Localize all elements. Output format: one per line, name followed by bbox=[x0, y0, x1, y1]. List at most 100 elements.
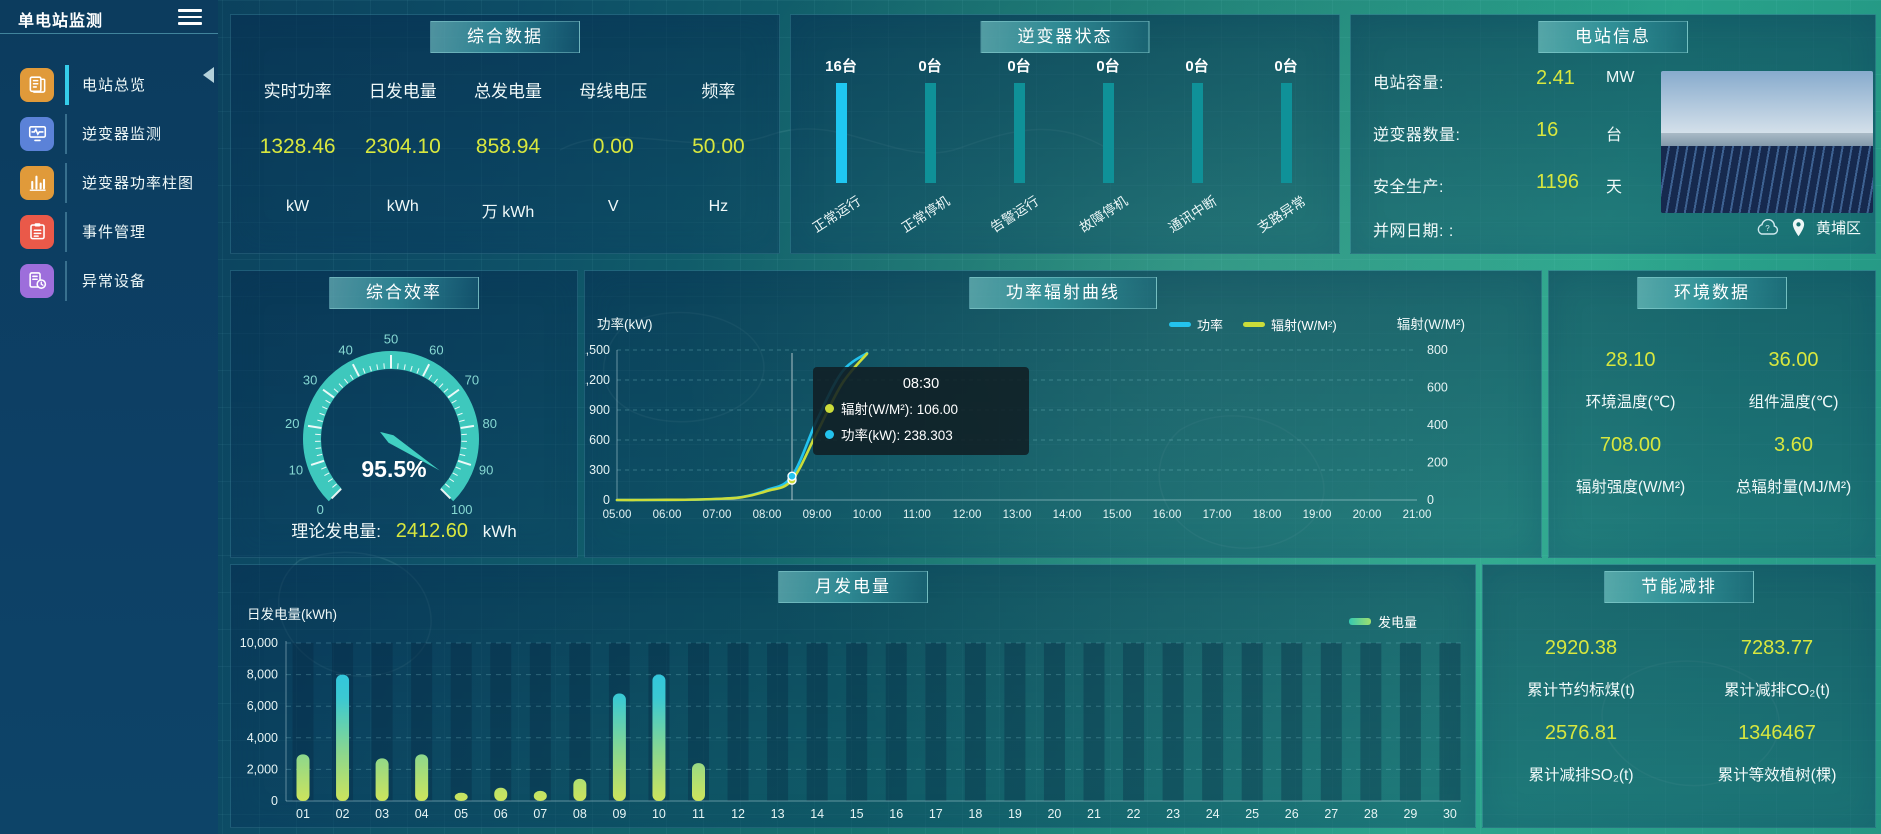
sidebar-item-2[interactable]: 逆变器监测 bbox=[0, 109, 218, 158]
saving-value: 2920.38 bbox=[1544, 637, 1618, 659]
svg-text:08:00: 08:00 bbox=[753, 509, 782, 521]
active-indicator bbox=[65, 64, 69, 105]
svg-text:09: 09 bbox=[612, 807, 626, 821]
tooltip-series-dot-icon bbox=[825, 429, 834, 439]
inverter-bar bbox=[1013, 83, 1025, 183]
theory-unit: kWh bbox=[482, 522, 517, 541]
active-indicator bbox=[65, 162, 67, 203]
panel-title-inverter-status: 逆变器状态 bbox=[980, 21, 1150, 53]
tooltip-time: 08:30 bbox=[902, 376, 940, 392]
sidebar-nav: 电站总览 逆变器监测 逆变器功率柱图事件管理异常设备 bbox=[0, 60, 218, 305]
inverter-status-label: 正常运行 bbox=[809, 193, 864, 236]
inverter-bar bbox=[1102, 83, 1114, 183]
env-item-2: 36.00 组件温度(℃) bbox=[1712, 349, 1875, 412]
metric-5: 频率 50.00 Hz bbox=[666, 65, 771, 245]
env-value: 28.10 bbox=[1605, 349, 1656, 371]
env-value: 3.60 bbox=[1774, 434, 1813, 456]
svg-text:01: 01 bbox=[296, 807, 310, 821]
metric-unit: kWh bbox=[386, 198, 419, 215]
sidebar-item-label: 异常设备 bbox=[82, 273, 147, 290]
station-unit: 天 bbox=[1606, 179, 1623, 196]
inverter-bar bbox=[924, 83, 936, 183]
svg-text:22: 22 bbox=[1127, 807, 1141, 821]
hamburger-menu-icon[interactable] bbox=[178, 9, 202, 29]
location-pin-icon bbox=[1792, 218, 1805, 237]
metric-value: 1328.46 bbox=[259, 135, 336, 158]
inverter-status-1: 16台 正常运行 bbox=[796, 55, 886, 239]
svg-text:18: 18 bbox=[968, 807, 982, 821]
svg-text:300: 300 bbox=[589, 463, 610, 477]
sidebar-collapse-arrow-icon[interactable] bbox=[203, 67, 214, 83]
env-label: 总辐射量(MJ/M²) bbox=[1735, 479, 1852, 496]
metric-unit: kW bbox=[286, 198, 310, 215]
chart-tooltip: 08:30 辐射(W/M²): 106.00 功率(kW): 238.303 bbox=[813, 367, 1029, 455]
env-label: 组件温度(℃) bbox=[1748, 394, 1839, 411]
saving-item-4: 1346467 累计等效植树(棵) bbox=[1679, 722, 1875, 785]
left-axis-title: 功率(kW) bbox=[597, 317, 653, 332]
metric-3: 总发电量 858.94 万 kWh bbox=[455, 65, 560, 245]
inverter-status-label: 支路异常 bbox=[1254, 193, 1309, 236]
inverter-count: 0台 bbox=[1274, 58, 1298, 75]
saving-label: 累计等效植树(棵) bbox=[1717, 767, 1837, 784]
active-indicator bbox=[65, 113, 67, 154]
station-info-row: 电站容量: 2.41 MW bbox=[1373, 67, 1859, 93]
svg-text:400: 400 bbox=[1427, 418, 1448, 432]
panel-title-station-info: 电站信息 bbox=[1538, 21, 1688, 53]
svg-text:2,000: 2,000 bbox=[247, 762, 278, 776]
saving-label: 累计减排CO₂(t) bbox=[1724, 682, 1830, 699]
metric-unit: 万 kWh bbox=[481, 204, 535, 221]
station-label: 安全生产: bbox=[1373, 179, 1444, 196]
panel-efficiency: 综合效率 0 10 20 30 40 50 60 70 80 90 100 95.5% 理论发电量: … bbox=[230, 270, 578, 558]
location-label: 黄埔区 bbox=[1815, 220, 1861, 237]
metric-1: 实时功率 1328.46 kW bbox=[245, 65, 350, 245]
theory-value: 2412.60 bbox=[395, 520, 469, 542]
curve-legend: 功率 辐射(W/M²) bbox=[1169, 315, 1337, 334]
inverter-status-2: 0台 正常停机 bbox=[885, 55, 975, 239]
svg-text:26: 26 bbox=[1285, 807, 1299, 821]
svg-text:60: 60 bbox=[429, 342, 443, 357]
panel-monthly-generation: 月发电量 日发电量(kWh) 发电量 10,000 8,000 6,000 4,000… bbox=[230, 564, 1476, 828]
panel-title-efficiency: 综合效率 bbox=[329, 277, 479, 309]
sidebar-item-1[interactable]: 电站总览 bbox=[0, 60, 218, 109]
env-label: 辐射强度(W/M²) bbox=[1575, 479, 1686, 496]
tooltip-series-dot-icon bbox=[825, 403, 834, 413]
svg-text:20: 20 bbox=[1047, 807, 1061, 821]
inverter-status-label: 告警运行 bbox=[987, 193, 1042, 236]
metric-label: 总发电量 bbox=[474, 82, 542, 101]
sidebar-item-4[interactable]: 事件管理 bbox=[0, 207, 218, 256]
sidebar-item-label: 事件管理 bbox=[82, 224, 147, 241]
inverter-bar bbox=[835, 83, 847, 183]
svg-text:21:00: 21:00 bbox=[1403, 509, 1432, 521]
svg-text:600: 600 bbox=[589, 433, 610, 447]
sidebar: 单电站监测 电站总览 逆变器监测 逆变器功率柱图 事件管理 异常设备 bbox=[0, 0, 218, 834]
energy-saving-grid: 2920.38 累计节约标煤(t) 7283.77 累计减排CO₂(t) 2576.81… bbox=[1483, 637, 1875, 785]
sidebar-item-5[interactable]: 异常设备 bbox=[0, 256, 218, 305]
svg-text:17:00: 17:00 bbox=[1203, 509, 1232, 521]
panel-environment: 环境数据 28.10 环境温度(℃) 36.00 组件温度(℃) 708.00 辐射强度(… bbox=[1548, 270, 1876, 558]
svg-text:15:00: 15:00 bbox=[1103, 509, 1132, 521]
legend-generation[interactable]: 发电量 bbox=[1349, 612, 1417, 631]
legend-power[interactable]: 功率 bbox=[1169, 315, 1223, 334]
saving-value: 2576.81 bbox=[1544, 722, 1618, 744]
inverter-power-chart-icon bbox=[20, 165, 54, 200]
svg-text:09:00: 09:00 bbox=[803, 509, 832, 521]
efficiency-gauge: 0 10 20 30 40 50 60 70 80 90 100 95.5% bbox=[285, 332, 497, 518]
svg-text:07:00: 07:00 bbox=[703, 509, 732, 521]
env-item-4: 3.60 总辐射量(MJ/M²) bbox=[1712, 434, 1875, 497]
legend-radiation[interactable]: 辐射(W/M²) bbox=[1243, 315, 1337, 334]
svg-text:10:00: 10:00 bbox=[853, 509, 882, 521]
saving-item-2: 7283.77 累计减排CO₂(t) bbox=[1679, 637, 1875, 700]
sidebar-item-3[interactable]: 逆变器功率柱图 bbox=[0, 158, 218, 207]
inverter-status-6: 0台支路异常 bbox=[1241, 55, 1331, 239]
svg-text:27: 27 bbox=[1324, 807, 1338, 821]
monthly-generation-chart[interactable]: 10,000 8,000 6,000 4,000 2,000 0 01 02 03 04 05 06 0… bbox=[231, 565, 1475, 827]
svg-text:11: 11 bbox=[692, 807, 705, 821]
tooltip-series-value: 辐射(W/M²): 106.00 bbox=[841, 402, 959, 417]
station-unit: MW bbox=[1606, 69, 1635, 86]
inverter-status-label: 通讯中断 bbox=[1165, 193, 1220, 236]
power-radiation-chart[interactable]: 1,500 1,200 900 600 300 0 800 600 400 200 0 05:00 06… bbox=[585, 271, 1541, 557]
svg-text:21: 21 bbox=[1087, 807, 1101, 821]
panel-station-info: 电站信息 电站容量: 2.41 MW 逆变器数量: 16 台安全生产: 1196 天并网日期:… bbox=[1350, 14, 1876, 254]
theory-label: 理论发电量: bbox=[291, 522, 381, 541]
